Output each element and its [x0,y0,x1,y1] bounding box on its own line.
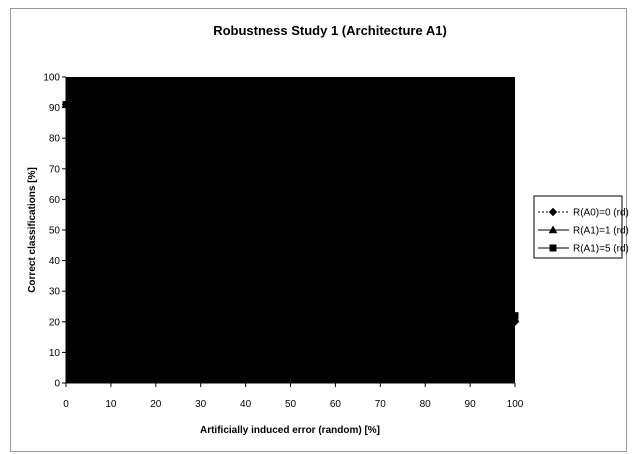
x-tick-label: 30 [195,399,207,410]
y-tick-label: 30 [49,287,61,298]
legend-marker [548,207,558,217]
x-tick-label: 60 [330,399,342,410]
x-axis-title: Artificially induced error (random) [%] [200,425,380,436]
data-point [242,183,250,191]
data-point [511,312,519,320]
data-point [420,283,430,293]
data-point [286,216,295,226]
legend-label: R(A0)=0 (rd) [573,208,629,219]
data-point [107,113,115,121]
legend-marker [549,244,557,252]
y-axis-title: Correct classifications [%] [27,167,38,293]
x-tick-label: 90 [465,399,477,410]
x-tick-label: 40 [240,399,252,410]
y-tick-label: 90 [49,103,61,114]
y-tick-label: 40 [49,256,61,267]
x-tick-label: 80 [420,399,432,410]
data-point [465,302,475,311]
x-tick-label: 70 [375,399,387,410]
data-point [421,275,429,283]
y-tick-label: 60 [49,195,61,206]
data-point [466,293,474,301]
y-tick-label: 50 [49,226,61,237]
x-tick-label: 50 [285,399,297,410]
data-point [287,208,294,216]
legend-label: R(A1)=5 (rd) [573,244,629,255]
series-3 [62,101,519,320]
legend-item: R(A1)=5 (rd) [538,244,629,255]
y-tick-label: 0 [54,379,60,390]
axes-layer: 0 10 20 30 40 50 60 70 80 90 100 0 10 20 30 40 50 60 70 80 9… [43,73,523,411]
data-point [152,134,160,142]
data-point [196,167,205,177]
y-tick-label: 70 [49,164,61,175]
data-point [376,262,385,271]
x-tick-label: 10 [105,399,117,410]
legend: R(A0)=0 (rd) R(A1)=1 (rd) R(A1)=5 (rd) [533,195,629,259]
legend-label: R(A1)=1 (rd) [573,226,629,237]
data-point [331,232,339,240]
x-tick-label: 100 [507,399,524,410]
x-tick-label: 0 [63,399,69,410]
data-point [376,254,384,262]
y-tick-label: 80 [49,134,61,145]
data-point [331,241,340,250]
legend-item: R(A0)=0 (rd) [538,208,629,219]
legend-marker [548,225,558,234]
data-point [241,192,250,201]
series-layer [61,100,520,327]
x-tick-label: 20 [150,399,162,410]
data-point [197,159,205,167]
legend-item: R(A1)=1 (rd) [538,225,629,237]
chart-title: Robustness Study 1 (Architecture A1) [213,23,447,38]
data-point [151,143,161,152]
plot-area [66,77,515,383]
y-tick-label: 100 [43,73,60,84]
y-tick-label: 20 [49,317,61,328]
y-tick-label: 10 [49,348,61,359]
